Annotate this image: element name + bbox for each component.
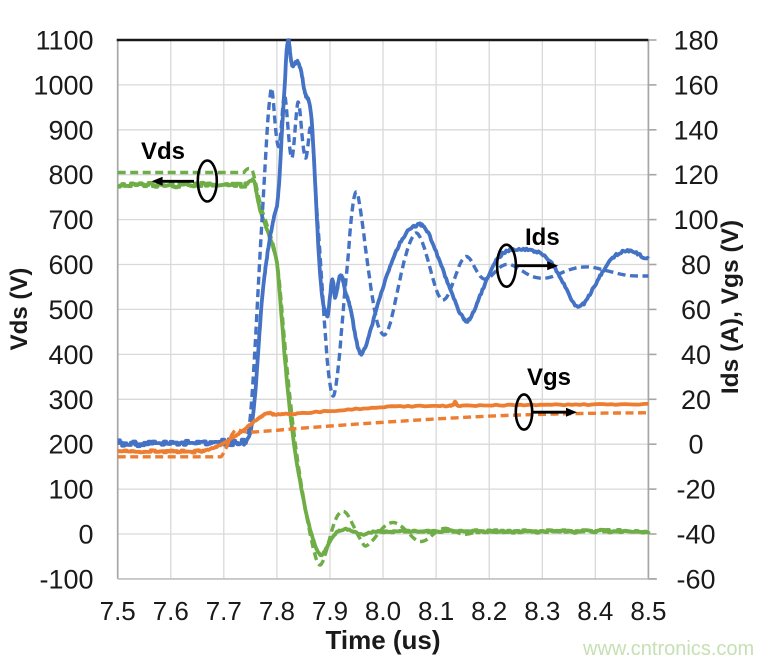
svg-text:180: 180 [673, 26, 718, 56]
svg-text:400: 400 [48, 340, 93, 370]
svg-text:Vds: Vds [141, 138, 185, 165]
svg-text:www.cntronics.com: www.cntronics.com [582, 638, 754, 660]
svg-text:80: 80 [681, 250, 711, 280]
svg-text:8.3: 8.3 [524, 596, 560, 626]
svg-text:0: 0 [688, 430, 703, 460]
svg-text:100: 100 [48, 475, 93, 505]
svg-text:600: 600 [48, 250, 93, 280]
svg-text:0: 0 [78, 520, 93, 550]
svg-text:40: 40 [681, 340, 711, 370]
svg-text:200: 200 [48, 430, 93, 460]
svg-text:20: 20 [681, 385, 711, 415]
svg-text:Vds (V): Vds (V) [6, 268, 33, 351]
svg-text:8.0: 8.0 [365, 596, 401, 626]
svg-text:Ids (A), Vgs (V): Ids (A), Vgs (V) [717, 220, 744, 394]
svg-text:-100: -100 [39, 564, 93, 594]
svg-text:300: 300 [48, 385, 93, 415]
svg-text:8.1: 8.1 [418, 596, 454, 626]
svg-text:60: 60 [681, 295, 711, 325]
svg-text:100: 100 [673, 205, 718, 235]
svg-text:1000: 1000 [33, 70, 93, 100]
svg-text:Vgs: Vgs [527, 364, 571, 391]
svg-text:Time (us): Time (us) [325, 625, 440, 655]
svg-text:1100: 1100 [35, 26, 93, 56]
svg-text:700: 700 [48, 205, 93, 235]
svg-text:-40: -40 [676, 520, 715, 550]
svg-text:500: 500 [48, 295, 93, 325]
svg-text:8.5: 8.5 [630, 596, 666, 626]
svg-text:7.6: 7.6 [153, 596, 189, 626]
svg-text:8.4: 8.4 [577, 596, 613, 626]
svg-text:-20: -20 [676, 475, 715, 505]
svg-text:7.8: 7.8 [259, 596, 295, 626]
svg-text:7.5: 7.5 [100, 596, 136, 626]
svg-text:7.9: 7.9 [312, 596, 348, 626]
svg-text:800: 800 [48, 160, 93, 190]
svg-text:7.7: 7.7 [206, 596, 242, 626]
svg-text:900: 900 [48, 115, 93, 145]
svg-text:Ids: Ids [525, 224, 560, 251]
svg-text:8.2: 8.2 [471, 596, 507, 626]
svg-text:140: 140 [673, 115, 718, 145]
svg-text:-60: -60 [676, 564, 715, 594]
svg-text:160: 160 [673, 70, 718, 100]
svg-text:120: 120 [673, 160, 718, 190]
